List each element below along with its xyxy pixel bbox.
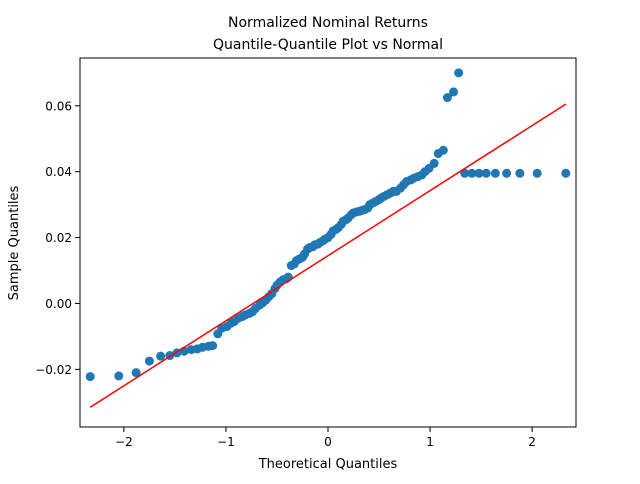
x-axis-label: Theoretical Quantiles (258, 457, 398, 472)
x-tick-label: 2 (528, 435, 536, 449)
chart-subtitle: Quantile-Quantile Plot vs Normal (213, 37, 443, 53)
y-tick-label: 0.02 (45, 231, 72, 245)
x-tick-label: −2 (115, 435, 133, 449)
data-point (467, 168, 477, 178)
x-tick-label: 1 (426, 435, 434, 449)
data-point (515, 168, 525, 178)
data-point (532, 168, 542, 178)
reference-line (89, 103, 567, 408)
x-tick-label: 0 (324, 435, 332, 449)
data-point (442, 93, 452, 103)
data-point (502, 168, 512, 178)
data-point (131, 368, 141, 378)
y-tick-label: −0.02 (35, 363, 72, 377)
y-axis-label: Sample Quantiles (7, 185, 22, 300)
data-point (438, 145, 448, 155)
data-point (474, 168, 484, 178)
data-point (85, 372, 95, 382)
y-axis-ticks: −0.02 0.00 0.02 0.04 0.06 (35, 99, 80, 377)
y-tick-label: 0.04 (45, 165, 72, 179)
x-tick-label: −1 (217, 435, 235, 449)
data-point (481, 168, 491, 178)
data-point (208, 341, 218, 351)
reference-line-group (89, 103, 567, 408)
data-point (144, 356, 154, 366)
y-tick-label: 0.00 (45, 297, 72, 311)
data-point (460, 168, 470, 178)
y-tick-label: 0.06 (45, 99, 72, 113)
data-point (561, 168, 571, 178)
data-point (156, 351, 166, 361)
data-point (114, 371, 124, 381)
data-point (454, 68, 464, 78)
chart-title: Normalized Nominal Returns (228, 15, 428, 31)
x-axis-ticks: −2 −1 0 1 2 (115, 427, 536, 449)
data-point (490, 168, 500, 178)
data-point (449, 87, 459, 97)
data-point (429, 158, 439, 168)
